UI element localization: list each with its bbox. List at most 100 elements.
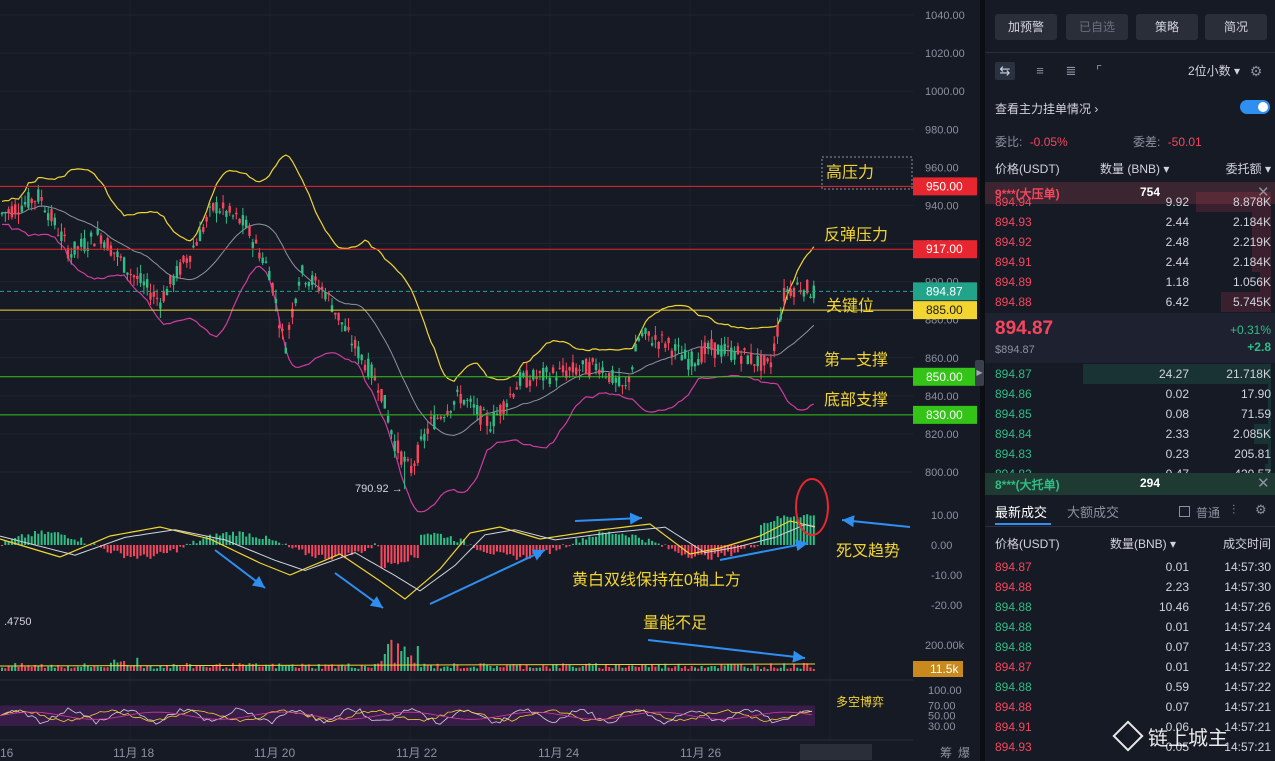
order-qty: 0.23 (1165, 447, 1189, 461)
main-orders-toggle[interactable] (1240, 100, 1270, 114)
candle-body (139, 273, 142, 283)
filter-icon[interactable]: ⫶ (1232, 502, 1236, 517)
normal-checkbox[interactable] (1179, 506, 1190, 517)
volume-bar (713, 666, 716, 671)
macd-bar (400, 545, 403, 563)
candles-group (0, 184, 815, 490)
price-chart[interactable]: 1040.00 1020.00 1000.00 980.00 960.00 940.00 9… (0, 0, 980, 761)
bid-row[interactable]: 894.85 0.08 71.59 (995, 404, 1271, 424)
expand-view-icon[interactable]: ⌜ (1095, 63, 1103, 78)
qty-header[interactable]: 数量 (BNB) ▾ (1100, 162, 1170, 176)
macd-bar (199, 540, 201, 545)
macd-bar (301, 545, 304, 550)
settings-gear-icon[interactable]: ⚙ (1249, 63, 1263, 79)
tab-large-trades[interactable]: 大额成交 (1067, 505, 1120, 520)
strategy-button[interactable]: 策略 (1136, 14, 1198, 40)
volume-bar (571, 666, 574, 671)
volume-bar (750, 668, 753, 671)
ask-row[interactable]: 894.89 1.18 1.056K (995, 272, 1271, 292)
candle-body (202, 226, 205, 232)
candle-body (792, 288, 796, 298)
volume-bar (43, 668, 46, 671)
order-qty: 1.18 (1165, 275, 1189, 289)
volume-bar (634, 666, 637, 671)
level-annotation: 反弹压力 (824, 226, 888, 244)
candle-body (291, 308, 294, 318)
close-icon[interactable]: ✕ (1257, 475, 1270, 492)
macd-bar (710, 545, 713, 560)
order-total: 71.59 (1240, 407, 1271, 421)
order-total: 17.90 (1240, 387, 1271, 401)
x-axis-tick: 11月 18 (113, 746, 154, 760)
macd-bar (255, 537, 258, 545)
trade-qty-header[interactable]: 数量(BNB) ▾ (1110, 537, 1177, 551)
candle-body (644, 328, 647, 334)
order-price: 894.84 (995, 427, 1032, 441)
bid-row[interactable]: 894.86 0.02 17.90 (995, 384, 1271, 404)
bid-row[interactable]: 894.83 0.23 205.81 (995, 444, 1271, 464)
bid-row[interactable]: 894.84 2.33 2.085K (995, 424, 1271, 444)
rsi-line (0, 707, 813, 725)
total-header[interactable]: 委托额 ▾ (1225, 162, 1271, 176)
macd-bar (37, 533, 40, 545)
candle-body (248, 225, 251, 236)
ask-row[interactable]: 894.88 6.42 5.745K (995, 292, 1271, 312)
macd-bar (621, 533, 624, 545)
macd-bar (697, 545, 700, 555)
order-price: 894.86 (995, 387, 1032, 401)
buy-side-view-icon[interactable]: ≡ (1036, 63, 1044, 78)
candle-body (228, 205, 231, 213)
both-sides-view-icon[interactable]: ⇆ (995, 62, 1015, 80)
watchlist-button[interactable]: 已自选 (1066, 14, 1128, 40)
volume-bar (195, 666, 198, 671)
ask-row[interactable]: 894.92 2.48 2.219K (995, 232, 1271, 252)
decimals-select[interactable]: 2位小数 ▾ (1188, 64, 1241, 78)
close-icon[interactable]: ✕ (1257, 184, 1270, 201)
volume-bar (601, 668, 604, 671)
volume-bar (172, 663, 175, 671)
collapse-handle-icon[interactable]: ▶ (975, 360, 984, 386)
big-buy-qty: 294 (1140, 476, 1161, 490)
macd-bar (674, 545, 677, 552)
watch-main-orders-link[interactable]: 查看主力挂单情况 › (995, 102, 1099, 116)
overview-button[interactable]: 简况 (1205, 14, 1267, 40)
price-header: 价格(USDT) (995, 162, 1060, 176)
settings-gear-icon[interactable]: ⚙ (1255, 502, 1267, 517)
candle-body (334, 312, 337, 315)
candle-body (443, 417, 446, 419)
volume-bar (631, 665, 634, 671)
candle-body (380, 389, 383, 402)
candle-body (413, 463, 416, 467)
macd-bar (575, 538, 578, 545)
volume-badge-label: 11.5k (930, 662, 959, 676)
sell-side-view-icon[interactable]: ≣ (1065, 63, 1077, 78)
macd-bar (251, 537, 254, 545)
tab-latest-trades[interactable]: 最新成交 (995, 505, 1048, 520)
candle-body (746, 355, 749, 364)
candle-body (561, 365, 565, 373)
volume-bar (350, 667, 353, 671)
candle-body (759, 354, 763, 371)
ask-row[interactable]: 894.94 9.92 8.878K (995, 192, 1271, 212)
trade-price: 894.87 (995, 660, 1032, 674)
candle-body (360, 354, 363, 361)
order-total: 2.219K (1232, 235, 1271, 249)
ask-row[interactable]: 894.91 2.44 2.184K (995, 252, 1271, 272)
candle-body (254, 239, 258, 244)
big-sell-order-row[interactable]: 9***(大压单) 754 ✕ (985, 182, 1275, 204)
volume-bar (324, 664, 327, 671)
chart-area[interactable]: 1040.00 1020.00 1000.00 980.00 960.00 940.00 9… (0, 0, 980, 761)
trade-price: 894.88 (995, 600, 1032, 614)
volume-bar (119, 661, 122, 671)
bid-row[interactable]: 894.87 24.27 21.718K (995, 364, 1271, 384)
order-price: 894.89 (995, 275, 1032, 289)
volume-bar (449, 668, 452, 671)
candle-body (245, 219, 248, 228)
big-buy-order-row[interactable]: 8***(大托单) 294 ✕ (985, 473, 1275, 495)
volume-bar (463, 668, 465, 671)
ask-row[interactable]: 894.93 2.44 2.184K (995, 212, 1271, 232)
candle-body (693, 363, 697, 367)
macd-bar (766, 523, 769, 545)
add-alert-button[interactable]: 加预警 (995, 14, 1057, 40)
candle-body (723, 343, 726, 354)
